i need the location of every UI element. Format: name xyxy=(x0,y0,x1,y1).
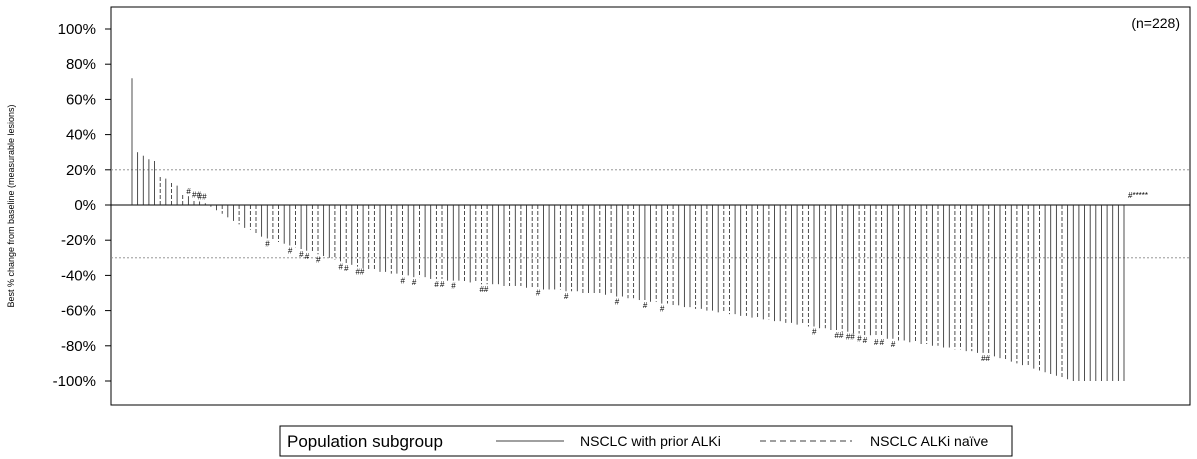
y-tick-label: 20% xyxy=(66,162,96,179)
hash-marker: # xyxy=(305,252,310,261)
hash-marker: ## xyxy=(192,191,201,200)
y-tick-label: -80% xyxy=(61,338,96,355)
hash-marker: # xyxy=(186,187,191,196)
hash-marker: # xyxy=(316,255,321,264)
y-axis-label: Best % change from baseline (measurable … xyxy=(6,104,16,307)
hash-marker: ## xyxy=(355,268,364,277)
y-tick-label: 100% xyxy=(58,21,96,38)
plot-frame xyxy=(110,6,1191,406)
legend: Population subgroup NSCLC with prior ALK… xyxy=(279,425,1013,457)
y-tick-label: 0% xyxy=(74,197,96,214)
hash-marker: # xyxy=(660,305,665,314)
hash-marker: # xyxy=(863,336,868,345)
y-tick-label: -60% xyxy=(61,303,96,320)
hash-marker: # xyxy=(891,340,896,349)
y-tick-label: 40% xyxy=(66,127,96,144)
hash-marker: ## xyxy=(835,331,844,340)
hash-marker: # xyxy=(344,264,349,273)
hash-marker: ## xyxy=(981,354,990,363)
hash-marker: # xyxy=(265,239,270,248)
sample-size-annotation: (n=228) xyxy=(1131,15,1180,31)
hash-marker: # xyxy=(874,338,879,347)
hash-marker: ## xyxy=(198,192,207,201)
hash-marker: # xyxy=(401,276,406,285)
hash-marker: # xyxy=(288,246,293,255)
y-tick-label: -40% xyxy=(61,267,96,284)
legend-label-prior-alki: NSCLC with prior ALKi xyxy=(580,433,721,449)
y-tick-label: 60% xyxy=(66,91,96,108)
legend-title: Population subgroup xyxy=(287,432,443,451)
hash-marker: # xyxy=(339,262,344,271)
y-tick-label: -100% xyxy=(53,373,96,390)
y-tick-label: -20% xyxy=(61,232,96,249)
hash-marker: ## xyxy=(479,285,488,294)
hash-marker: # xyxy=(440,280,445,289)
hash-marker: # xyxy=(536,289,541,298)
legend-label-alki-naive: NSCLC ALKi naïve xyxy=(870,433,988,449)
hash-marker: ## xyxy=(846,333,855,342)
hash-marker: # xyxy=(615,298,620,307)
hash-marker: # xyxy=(412,278,417,287)
hash-marker: # xyxy=(880,338,885,347)
trailing-marker-text: #***** xyxy=(1128,191,1148,200)
hash-marker: # xyxy=(564,292,569,301)
hash-marker: # xyxy=(451,282,456,291)
hash-marker: # xyxy=(643,301,648,310)
hash-marker: # xyxy=(434,280,439,289)
y-tick-label: 80% xyxy=(66,56,96,73)
legend-box xyxy=(279,425,1013,457)
hash-marker: # xyxy=(812,327,817,336)
hash-marker: # xyxy=(857,334,862,343)
hash-marker: # xyxy=(299,250,304,259)
